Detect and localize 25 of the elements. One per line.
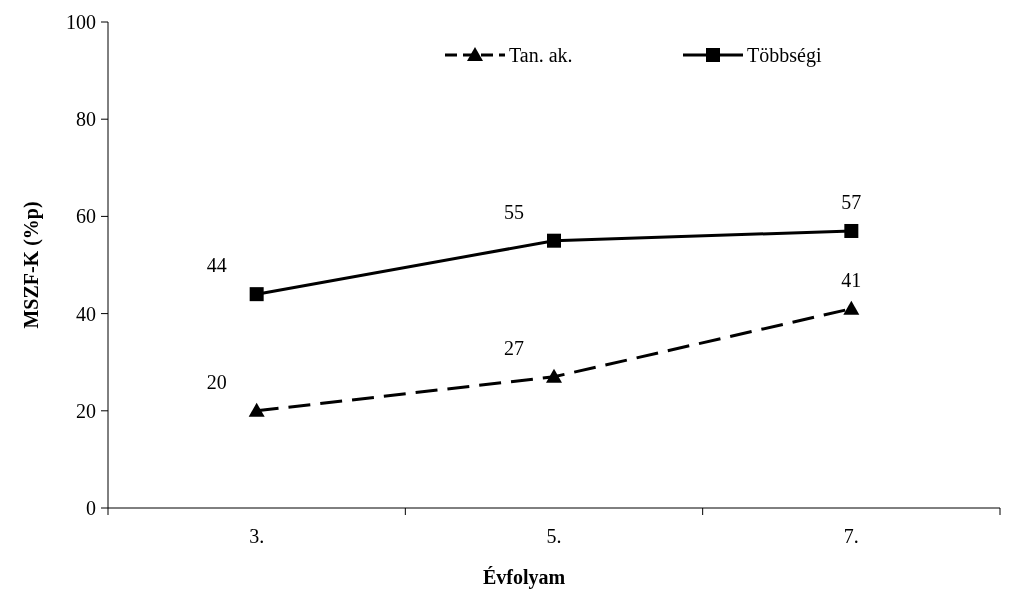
x-axis-title: Évfolyam (482, 566, 566, 589)
y-axis-title: MSZF-K (%p) (20, 201, 43, 329)
x-tick-label: 5. (546, 525, 562, 547)
x-tick-label: 3. (249, 525, 265, 547)
y-tick-label: 100 (66, 11, 96, 33)
y-tick-label: 80 (76, 108, 96, 131)
point (547, 233, 561, 248)
y-tick-label: 60 (76, 205, 96, 228)
data-label: 41 (841, 268, 862, 291)
x-tick-label: 7. (843, 525, 859, 547)
y-tick-label: 0 (86, 497, 96, 519)
legend-label: Tan. ak. (509, 44, 573, 66)
data-label: 20 (206, 370, 227, 393)
point (844, 223, 859, 238)
data-label: 27 (504, 336, 524, 359)
data-label: 57 (841, 190, 862, 213)
y-tick-label: 40 (76, 302, 96, 325)
point (843, 300, 860, 315)
point (249, 287, 264, 302)
y-tick-label: 20 (76, 399, 96, 422)
point (248, 402, 265, 417)
data-label: 55 (504, 200, 524, 223)
legend-label: Többségi (747, 44, 822, 67)
point (546, 368, 562, 383)
data-label: 44 (206, 254, 227, 277)
